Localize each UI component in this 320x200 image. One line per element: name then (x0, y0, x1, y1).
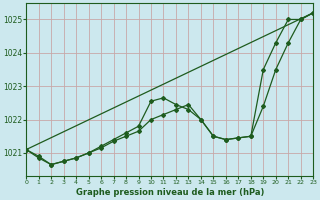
X-axis label: Graphe pression niveau de la mer (hPa): Graphe pression niveau de la mer (hPa) (76, 188, 264, 197)
